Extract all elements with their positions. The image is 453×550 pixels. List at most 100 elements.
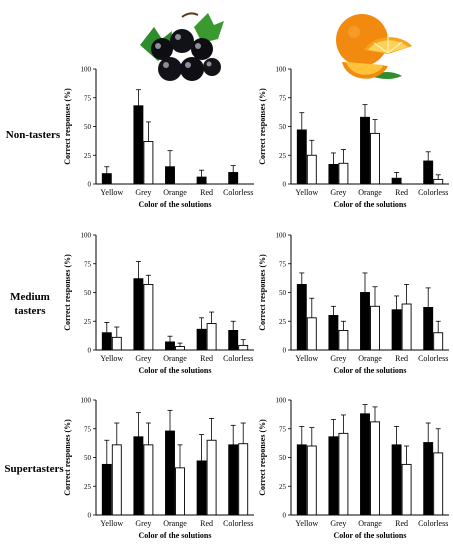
bar-yellow-s2: [306, 317, 317, 351]
bar-orange-s1: [165, 430, 175, 516]
x-axis-label: Color of the solutions: [334, 531, 407, 540]
y-tick-label: 100: [276, 397, 287, 405]
x-tick-label: Colorless: [223, 354, 253, 363]
y-tick-label: 25: [279, 152, 287, 160]
bar-orange-s1: [360, 413, 370, 516]
x-axis-label: Color of the solutions: [334, 366, 407, 375]
y-tick-label: 75: [279, 260, 287, 268]
orange-whole: [336, 14, 388, 66]
bar-yellow-s1: [296, 284, 307, 351]
chart-blackcurrant-supertasters: Correct responses (%) 0 25 50 75 100 Yellow Gre…: [63, 397, 254, 540]
y-axis-label: Correct responses (%): [63, 88, 72, 165]
x-tick-label: Colorless: [418, 354, 448, 363]
bar-yellow-s1: [101, 463, 112, 516]
x-tick-label: Red: [395, 519, 408, 528]
y-tick-label: 100: [276, 66, 287, 74]
currant-stem: [181, 12, 199, 18]
x-tick-label: Yellow: [295, 519, 318, 528]
y-tick-label: 0: [88, 347, 92, 355]
y-tick-label: 50: [84, 454, 92, 462]
x-tick-label: Orange: [358, 354, 382, 363]
bar-red-s1: [196, 328, 207, 351]
y-tick-label: 100: [81, 232, 92, 240]
x-tick-label: Grey: [330, 354, 346, 363]
bar-red-s2: [206, 323, 217, 351]
chart-blackcurrant-medium-tasters: Correct responses (%) 0 25 50 75 100 Yellow Gre…: [63, 232, 254, 375]
x-tick-label: Colorless: [418, 519, 448, 528]
bar-colorless-s1: [423, 442, 434, 516]
row-label-supertasters: Supertasters: [4, 463, 64, 475]
x-tick-label: Red: [200, 354, 213, 363]
y-tick-label: 0: [283, 512, 287, 520]
x-axis-label: Color of the solutions: [139, 200, 212, 209]
row-label-non-tasters: Non-tasters: [5, 129, 61, 141]
y-tick-label: 0: [88, 512, 92, 520]
y-tick-label: 100: [81, 397, 92, 405]
bar-orange-s1: [165, 341, 175, 351]
x-tick-label: Orange: [163, 519, 187, 528]
y-tick-label: 100: [276, 232, 287, 240]
bar-grey-s1: [133, 436, 144, 516]
bar-yellow-s1: [101, 173, 112, 185]
bar-grey-s1: [328, 436, 339, 516]
orange-half: [342, 62, 388, 79]
y-tick-label: 0: [88, 181, 92, 189]
bar-orange-s1: [360, 292, 370, 351]
x-tick-label: Grey: [330, 519, 346, 528]
y-tick-label: 25: [84, 152, 92, 160]
orange-slice: [364, 34, 412, 54]
bar-colorless-s1: [228, 329, 239, 351]
y-axis-label: Correct responses (%): [63, 254, 72, 331]
x-tick-label: Grey: [135, 354, 151, 363]
bar-grey-s1: [133, 105, 144, 185]
bar-grey-s1: [328, 315, 339, 351]
x-tick-label: Red: [395, 188, 408, 197]
bar-orange-s2: [370, 132, 380, 185]
y-tick-label: 75: [84, 260, 92, 268]
y-tick-label: 0: [283, 181, 287, 189]
bar-colorless-s1: [228, 172, 239, 185]
chart-orange-non-tasters: Correct responses (%) 0 25 50 75 100 Yellow Gre…: [258, 66, 449, 209]
x-tick-label: Yellow: [100, 354, 123, 363]
x-tick-label: Colorless: [223, 188, 253, 197]
bar-yellow-s1: [296, 129, 307, 185]
y-axis-label: Correct responses (%): [258, 88, 267, 165]
bar-orange-s2: [370, 421, 380, 516]
bar-orange-s2: [370, 305, 380, 351]
y-axis-label: Correct responses (%): [258, 419, 267, 496]
bar-colorless-s2: [433, 452, 444, 516]
x-tick-label: Colorless: [223, 519, 253, 528]
y-tick-label: 75: [84, 94, 92, 102]
currant-berries: [151, 29, 221, 81]
bar-red-s2: [401, 463, 412, 516]
x-tick-label: Orange: [358, 519, 382, 528]
bar-colorless-s1: [228, 444, 239, 516]
orange-image: [336, 14, 412, 79]
x-tick-label: Red: [200, 519, 213, 528]
blackcurrant-image: [140, 12, 224, 81]
x-tick-label: Yellow: [295, 354, 318, 363]
x-tick-label: Orange: [163, 354, 187, 363]
x-tick-label: Colorless: [418, 188, 448, 197]
x-tick-label: Grey: [135, 188, 151, 197]
bar-red-s1: [391, 309, 402, 351]
y-tick-label: 25: [84, 483, 92, 491]
bar-grey-s2: [338, 432, 349, 516]
bar-orange-s1: [360, 116, 370, 185]
y-tick-label: 75: [84, 425, 92, 433]
bar-colorless-s2: [433, 332, 444, 351]
bar-orange-s2: [175, 467, 185, 516]
y-tick-label: 50: [279, 123, 287, 131]
bar-red-s1: [391, 177, 402, 185]
x-axis-label: Color of the solutions: [139, 531, 212, 540]
x-tick-label: Yellow: [100, 188, 123, 197]
bar-red-s1: [196, 460, 207, 516]
y-axis-label: Correct responses (%): [258, 254, 267, 331]
y-tick-label: 50: [84, 123, 92, 131]
x-axis-label: Color of the solutions: [139, 366, 212, 375]
y-tick-label: 25: [279, 318, 287, 326]
bar-yellow-s2: [111, 336, 122, 351]
x-tick-label: Red: [395, 354, 408, 363]
row-label-medium-tasters: Medium tasters: [10, 291, 50, 317]
